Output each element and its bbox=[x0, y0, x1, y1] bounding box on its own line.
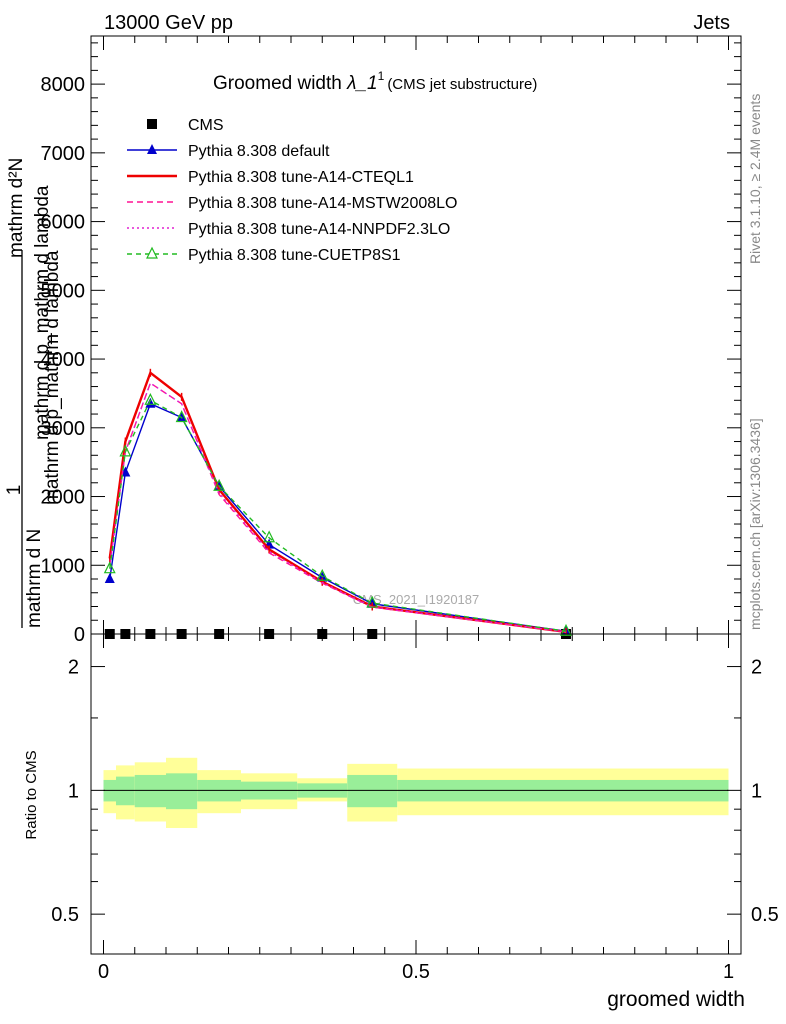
main-ytick-label: 4000 bbox=[41, 349, 86, 371]
side-site-label: mcplots.cern.ch [arXiv:1306.3436] bbox=[747, 418, 763, 630]
series-marker bbox=[316, 568, 329, 581]
chart-title: Groomed width λ_11 (CMS jet substructure) bbox=[213, 69, 537, 94]
main-ytick-label: 7000 bbox=[41, 143, 86, 165]
title-lambda: λ_1 bbox=[346, 73, 378, 94]
title-main: Groomed width bbox=[213, 73, 347, 94]
legend-marker bbox=[146, 246, 158, 259]
series-marker bbox=[144, 392, 157, 405]
main-ytick-label: 8000 bbox=[41, 74, 86, 96]
energy-label: 13000 GeV pp bbox=[104, 12, 233, 34]
ylabel-stack-top: mathrm d²N bbox=[6, 158, 27, 258]
ylabel-denominator-right: mathrm d p_mathrm d lambda bbox=[42, 250, 63, 505]
x-axis-label: groomed width bbox=[607, 988, 745, 1011]
ratio-y-axis: 0.5 0.5 1 1 2 2 bbox=[51, 657, 779, 927]
legend-marker bbox=[147, 144, 157, 154]
ratio-band-inner bbox=[116, 776, 135, 806]
ratio-band-inner bbox=[347, 774, 398, 808]
series-marker bbox=[176, 411, 187, 422]
legend-entry-3: Pythia 8.308 tune-A14-MSTW2008LO bbox=[188, 195, 457, 212]
ratio-ytick-label-right: 2 bbox=[751, 657, 762, 679]
ratio-band-inner bbox=[166, 773, 198, 810]
category-label: Jets bbox=[693, 12, 730, 34]
series-marker bbox=[366, 595, 379, 608]
series-line-5 bbox=[109, 399, 567, 632]
legend-marker-cms bbox=[147, 119, 157, 129]
legend-entry-2: Pythia 8.308 tune-A14-CTEQL1 bbox=[188, 169, 414, 186]
ratio-ytick-label-right: 1 bbox=[751, 780, 762, 802]
xtick-label: 0 bbox=[98, 961, 109, 983]
ylabel-stack-bottom: mathrm d p_mathrm d lambda bbox=[32, 185, 53, 440]
ratio-ytick-label: 1 bbox=[68, 780, 79, 802]
ratio-bands bbox=[103, 757, 729, 828]
series-line-1 bbox=[109, 402, 567, 632]
series-marker bbox=[104, 573, 115, 584]
main-ytick-label: 5000 bbox=[41, 280, 86, 302]
series-marker bbox=[263, 530, 276, 543]
series-marker bbox=[103, 561, 116, 574]
main-ytick-label: 6000 bbox=[41, 212, 86, 234]
series-marker bbox=[119, 444, 132, 457]
analysis-id: CMS_2021_I1920187 bbox=[353, 592, 480, 607]
main-series-group bbox=[103, 368, 572, 639]
main-ytick-label: 3000 bbox=[41, 418, 86, 440]
ratio-ytick-label: 0.5 bbox=[51, 904, 79, 926]
main-ytick-label: 1000 bbox=[41, 555, 86, 577]
main-x-axis bbox=[103, 36, 729, 634]
ratio-x-axis: 0 0.5 1 bbox=[98, 634, 734, 983]
ratio-ytick-label: 2 bbox=[68, 657, 79, 679]
series-marker bbox=[560, 623, 572, 636]
xtick-label: 1 bbox=[723, 961, 734, 983]
ratio-ylabel: Ratio to CMS bbox=[23, 750, 40, 839]
main-y-axis: 0 1000 2000 3000 4000 5000 6000 7000 8000 bbox=[41, 42, 741, 646]
title-superscript: 1 bbox=[378, 69, 385, 83]
series-line-3 bbox=[109, 382, 567, 633]
series-marker bbox=[145, 397, 156, 408]
main-ytick-label: 2000 bbox=[41, 487, 86, 509]
series-marker bbox=[175, 410, 188, 423]
series-line-2 bbox=[108, 370, 567, 634]
ylabel-denominator-left: mathrm d N bbox=[24, 529, 45, 628]
main-ytick-label: 0 bbox=[74, 624, 85, 646]
xtick-label: 0.5 bbox=[402, 961, 430, 983]
legend-entry-1: Pythia 8.308 default bbox=[188, 143, 330, 160]
legend-entry-5: Pythia 8.308 tune-CUETP8S1 bbox=[188, 247, 401, 264]
series-marker bbox=[213, 478, 226, 491]
legend-entry-4: Pythia 8.308 tune-A14-NNPDF2.3LO bbox=[188, 221, 450, 238]
title-subtitle: (CMS jet substructure) bbox=[387, 76, 537, 93]
side-rivet-label: Rivet 3.1.10, ≥ 2.4M events bbox=[747, 94, 763, 264]
ratio-band-inner bbox=[134, 774, 166, 808]
legend: CMS Pythia 8.308 default Pythia 8.308 tune… bbox=[127, 117, 457, 264]
series-line-4 bbox=[109, 382, 567, 633]
ylabel-numerator: 1 bbox=[4, 485, 25, 496]
legend-entry-0: CMS bbox=[188, 117, 224, 134]
ratio-ytick-label-right: 0.5 bbox=[751, 904, 779, 926]
